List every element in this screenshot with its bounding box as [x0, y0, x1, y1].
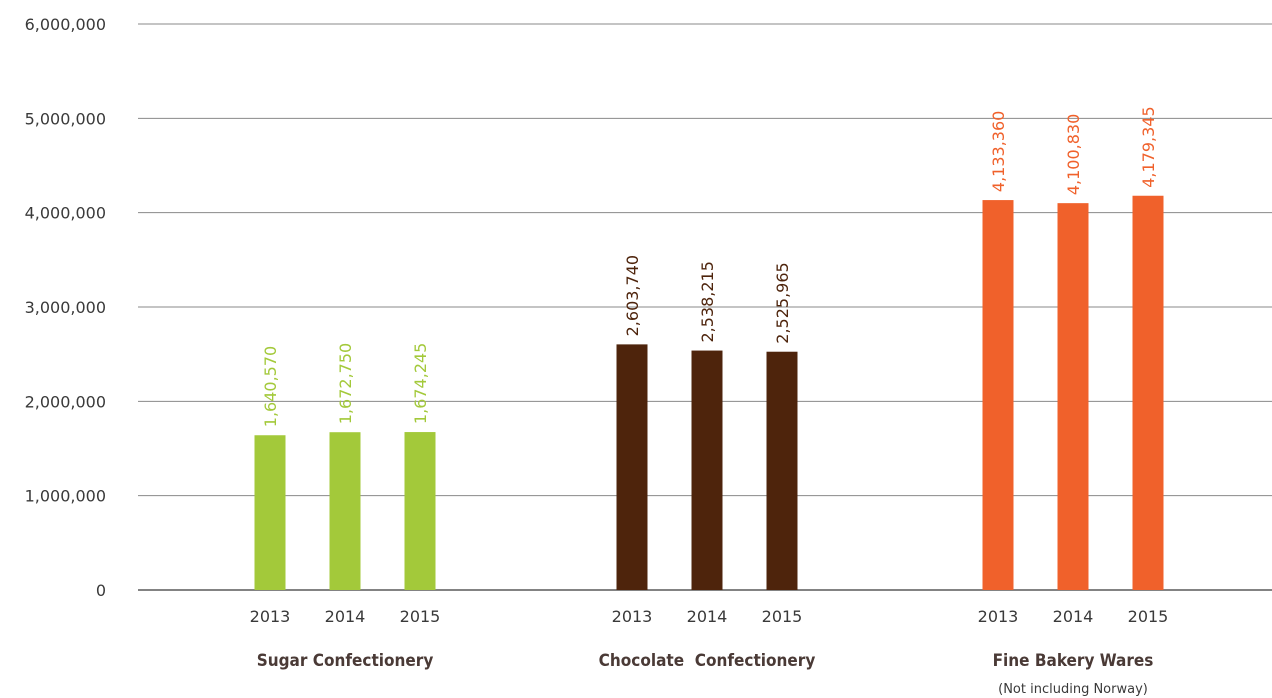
labels-layer: 1,640,570 2013 1,672,750 2014 1,674,245 2015 S…	[250, 106, 1169, 697]
bar-value-label: 4,100,830	[1064, 114, 1083, 195]
y-tick-label: 2,000,000	[25, 392, 106, 411]
y-tick-label: 0	[96, 581, 106, 600]
group-category-label: Sugar Confectionery	[257, 651, 434, 671]
x-tick-label-year: 2013	[612, 607, 653, 626]
bar	[691, 350, 723, 590]
bar-value-label: 2,525,965	[773, 262, 792, 343]
x-tick-label-year: 2015	[400, 607, 441, 626]
y-tick-label: 1,000,000	[25, 487, 106, 506]
x-tick-label-year: 2015	[1128, 607, 1169, 626]
x-tick-label-year: 2014	[687, 607, 728, 626]
bar-value-label: 2,538,215	[698, 261, 717, 342]
group-category-label: Chocolate Confectionery	[599, 651, 816, 671]
y-tick-label: 5,000,000	[25, 109, 106, 128]
bar-value-label: 4,133,360	[989, 111, 1008, 192]
bar	[1132, 195, 1164, 590]
y-tick-label: 3,000,000	[25, 298, 106, 317]
bar	[404, 432, 436, 590]
x-tick-label-year: 2014	[1053, 607, 1094, 626]
bar	[616, 344, 648, 590]
bars-layer	[254, 195, 1164, 591]
y-tick-label: 4,000,000	[25, 204, 106, 223]
x-tick-label-year: 2013	[250, 607, 291, 626]
y-tick-label: 6,000,000	[25, 15, 106, 34]
y-axis-ticks: 0 1,000,000 2,000,000 3,000,000 4,000,000 5,0…	[25, 15, 106, 600]
bar	[982, 200, 1014, 591]
x-tick-label-year: 2014	[325, 607, 366, 626]
bar	[254, 435, 286, 590]
bar-value-label: 4,179,345	[1139, 106, 1158, 187]
bar	[329, 432, 361, 590]
bar	[766, 351, 798, 590]
bar-value-label: 1,674,245	[411, 343, 430, 424]
bar-value-label: 1,672,750	[336, 343, 355, 424]
bar-value-label: 2,603,740	[623, 255, 642, 336]
bar-value-label: 1,640,570	[261, 346, 280, 427]
x-tick-label-year: 2015	[762, 607, 803, 626]
bar	[1057, 203, 1089, 590]
group-note-label: (Not including Norway)	[998, 682, 1148, 697]
x-tick-label-year: 2013	[978, 607, 1019, 626]
group-category-label: Fine Bakery Wares	[993, 651, 1154, 671]
